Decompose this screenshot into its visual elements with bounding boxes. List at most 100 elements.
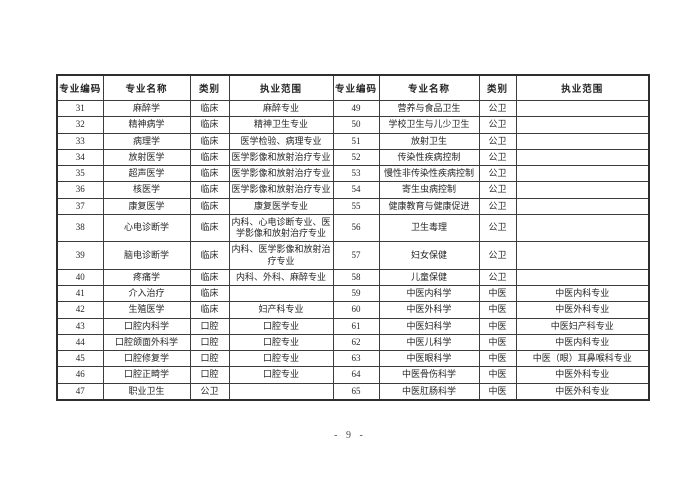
cell-name-right: 卫生毒理 — [378, 213, 480, 243]
cell-scope-right — [515, 148, 650, 167]
cell-scope-left: 口腔专业 — [228, 366, 334, 384]
cell-category-left: 临床 — [189, 241, 230, 270]
cell-code-left: 44 — [56, 333, 104, 352]
cell-name-right: 儿童保健 — [378, 268, 480, 287]
cell-code-right: 57 — [332, 241, 380, 270]
cell-category-right: 中医 — [478, 284, 517, 303]
cell-name-left: 职业卫生 — [102, 382, 191, 401]
table-body: 31 麻醉学 临床 麻醉专业 49 营养与食品卫生 公卫 32 精神病学 临床 精神卫生专业 50 学校… — [56, 99, 650, 401]
cell-code-left: 39 — [56, 241, 104, 270]
table-row: 37 康复医学 临床 康复医学专业 55 健康教育与健康促进 公卫 — [56, 197, 650, 215]
table-row: 44 口腔颌面外科学 口腔 口腔专业 62 中医儿科学 中医 中医内科专业 — [56, 333, 650, 352]
cell-code-left: 34 — [56, 148, 104, 167]
cell-scope-right — [515, 164, 650, 183]
cell-name-left: 康复医学 — [102, 197, 191, 215]
cell-code-left: 31 — [56, 99, 104, 118]
cell-name-right: 中医骨伤科学 — [378, 366, 480, 384]
cell-name-left: 介入治疗 — [102, 284, 191, 303]
specialty-table: 专业编码 专业名称 类别 执业范围 专业编码 专业名称 类别 执业范围 31 麻醉学 临床 麻醉专业… — [56, 74, 650, 401]
table-row: 46 口腔正畸学 口腔 口腔专业 64 中医骨伤科学 中医 中医外科专业 — [56, 366, 650, 384]
cell-code-right: 60 — [332, 301, 380, 319]
cell-code-right: 64 — [332, 366, 380, 384]
cell-code-right: 53 — [332, 164, 380, 183]
cell-code-right: 62 — [332, 333, 380, 352]
cell-category-right: 中医 — [478, 382, 517, 401]
table-row: 36 核医学 临床 医学影像和放射治疗专业 54 寄生虫病控制 公卫 — [56, 181, 650, 199]
cell-code-left: 40 — [56, 268, 104, 287]
cell-name-right: 慢性非传染性疾病控制 — [378, 164, 480, 183]
cell-category-right: 公卫 — [478, 268, 517, 287]
col-header-scope-right: 执业范围 — [515, 74, 650, 101]
cell-scope-left: 康复医学专业 — [228, 197, 334, 215]
cell-scope-right: 中医（眼）耳鼻喉科专业 — [515, 349, 650, 368]
cell-code-right: 59 — [332, 284, 380, 303]
cell-name-right: 中医肛肠科学 — [378, 382, 480, 401]
cell-scope-left: 医学检验、病理专业 — [228, 132, 334, 150]
cell-category-right: 公卫 — [478, 241, 517, 270]
header-row: 专业编码 专业名称 类别 执业范围 专业编码 专业名称 类别 执业范围 — [56, 74, 650, 101]
cell-scope-right — [515, 268, 650, 287]
cell-code-right: 51 — [332, 132, 380, 150]
cell-name-left: 超声医学 — [102, 164, 191, 183]
cell-code-left: 46 — [56, 366, 104, 384]
cell-category-left: 临床 — [189, 197, 230, 215]
cell-category-right: 公卫 — [478, 148, 517, 167]
cell-code-right: 61 — [332, 317, 380, 335]
cell-scope-left: 内科、心电诊断专业、医学影像和放射治疗专业 — [228, 213, 334, 243]
cell-scope-right: 中医内科专业 — [515, 284, 650, 303]
cell-category-right: 公卫 — [478, 197, 517, 215]
cell-name-left: 心电诊断学 — [102, 213, 191, 243]
cell-scope-left: 医学影像和放射治疗专业 — [228, 148, 334, 167]
cell-code-right: 54 — [332, 181, 380, 199]
cell-code-left: 47 — [56, 382, 104, 401]
cell-code-right: 55 — [332, 197, 380, 215]
cell-category-right: 中医 — [478, 366, 517, 384]
cell-name-left: 脑电诊断学 — [102, 241, 191, 270]
cell-name-left: 口腔内科学 — [102, 317, 191, 335]
cell-scope-left: 口腔专业 — [228, 349, 334, 368]
table-row: 35 超声医学 临床 医学影像和放射治疗专业 53 慢性非传染性疾病控制 公卫 — [56, 164, 650, 183]
cell-scope-right — [515, 241, 650, 270]
cell-name-right: 传染性疾病控制 — [378, 148, 480, 167]
table-row: 39 脑电诊断学 临床 内科、医学影像和放射治疗专业 57 妇女保健 公卫 — [56, 241, 650, 270]
cell-name-left: 口腔颌面外科学 — [102, 333, 191, 352]
cell-category-left: 临床 — [189, 213, 230, 243]
cell-category-right: 公卫 — [478, 181, 517, 199]
cell-name-left: 口腔正畸学 — [102, 366, 191, 384]
cell-code-left: 38 — [56, 213, 104, 243]
cell-name-right: 中医眼科学 — [378, 349, 480, 368]
cell-name-left: 核医学 — [102, 181, 191, 199]
cell-code-right: 58 — [332, 268, 380, 287]
cell-scope-left: 妇产科专业 — [228, 301, 334, 319]
cell-scope-right — [515, 197, 650, 215]
cell-code-left: 37 — [56, 197, 104, 215]
cell-scope-right: 中医妇产科专业 — [515, 317, 650, 335]
cell-name-left: 疼痛学 — [102, 268, 191, 287]
cell-category-left: 口腔 — [189, 349, 230, 368]
cell-scope-left: 精神卫生专业 — [228, 116, 334, 134]
cell-category-left: 临床 — [189, 164, 230, 183]
cell-category-left: 口腔 — [189, 333, 230, 352]
cell-category-left: 临床 — [189, 284, 230, 303]
cell-code-right: 65 — [332, 382, 380, 401]
cell-code-left: 33 — [56, 132, 104, 150]
cell-name-left: 麻醉学 — [102, 99, 191, 118]
col-header-name-right: 专业名称 — [378, 74, 480, 101]
cell-code-left: 32 — [56, 116, 104, 134]
cell-name-right: 中医内科学 — [378, 284, 480, 303]
cell-name-right: 健康教育与健康促进 — [378, 197, 480, 215]
cell-category-right: 公卫 — [478, 99, 517, 118]
cell-scope-right: 中医外科专业 — [515, 382, 650, 401]
cell-category-right: 公卫 — [478, 213, 517, 243]
table-row: 43 口腔内科学 口腔 口腔专业 61 中医妇科学 中医 中医妇产科专业 — [56, 317, 650, 335]
col-header-category-left: 类别 — [189, 74, 230, 101]
cell-code-right: 49 — [332, 99, 380, 118]
cell-code-left: 41 — [56, 284, 104, 303]
table-row: 34 放射医学 临床 医学影像和放射治疗专业 52 传染性疾病控制 公卫 — [56, 148, 650, 167]
cell-scope-left: 医学影像和放射治疗专业 — [228, 181, 334, 199]
cell-scope-right — [515, 99, 650, 118]
cell-code-left: 36 — [56, 181, 104, 199]
cell-category-right: 公卫 — [478, 164, 517, 183]
cell-category-left: 临床 — [189, 116, 230, 134]
